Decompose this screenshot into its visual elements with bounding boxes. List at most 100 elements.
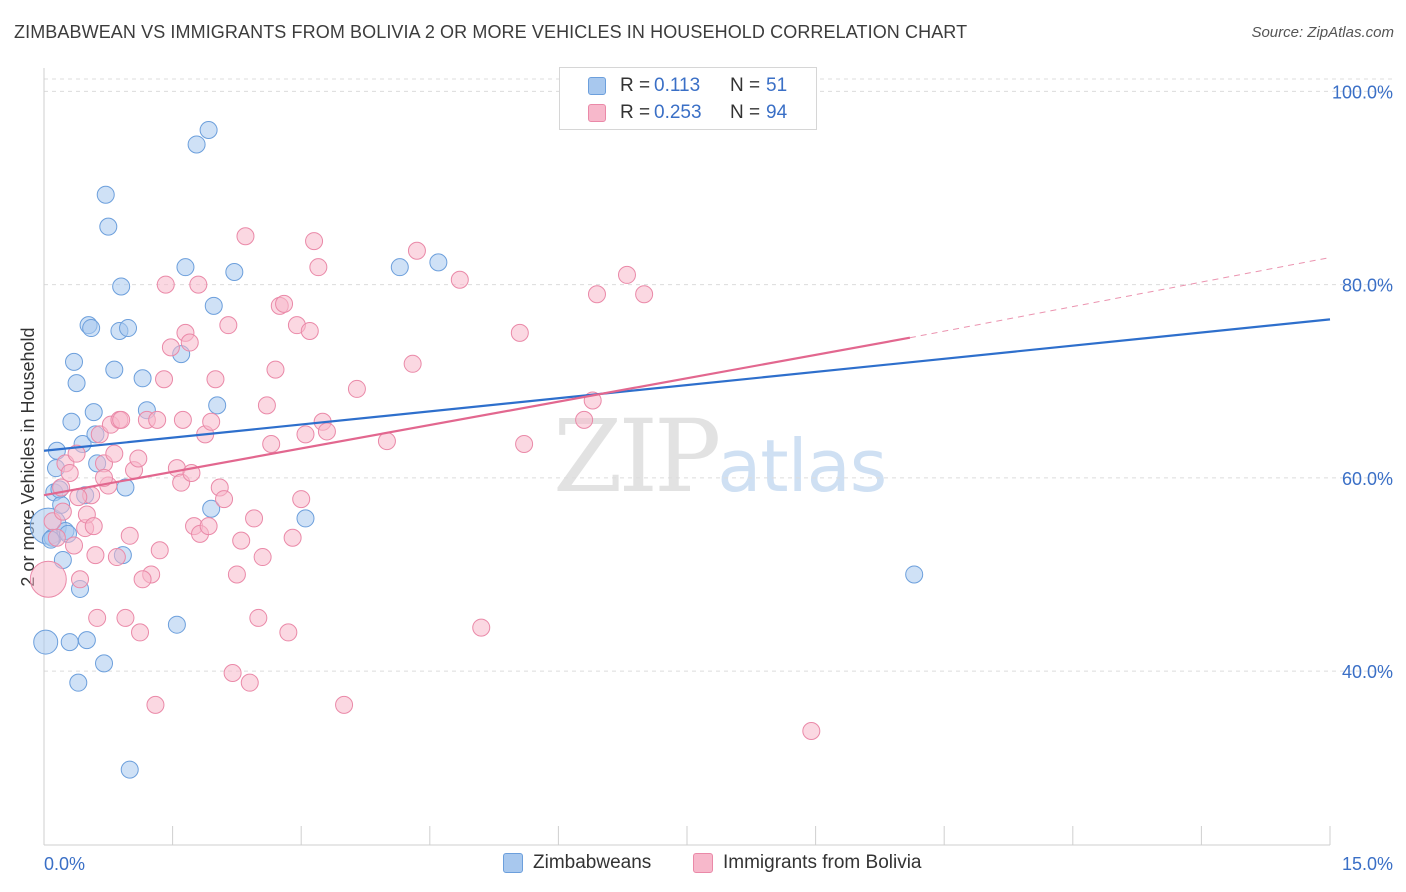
y-tick-label: 40.0% [1342,662,1393,682]
point-zimbabweans [96,185,115,204]
point-bolivia [236,227,255,246]
point-zimbabweans [84,403,103,422]
point-bolivia [279,623,298,642]
point-bolivia [317,422,336,441]
point-bolivia [617,265,636,284]
point-zimbabweans [204,296,223,315]
bottom-legend-swatch-blue [503,853,523,873]
point-zimbabweans [199,120,218,139]
trend-line-bolivia-projection [909,257,1331,339]
watermark-atlas: atlas [717,424,887,508]
point-zimbabweans [33,629,59,655]
point-bolivia [266,360,285,379]
point-bolivia [262,435,281,454]
point-bolivia [407,241,426,260]
point-bolivia [240,673,259,692]
point-bolivia [305,232,324,251]
point-bolivia [86,546,105,565]
point-bolivia [71,570,90,589]
point-bolivia [146,695,165,714]
point-bolivia [515,435,534,454]
point-zimbabweans [112,277,131,296]
point-bolivia [249,608,268,627]
point-bolivia [257,396,276,415]
watermark: ZIPatlas [553,398,887,515]
point-zimbabweans [119,319,138,338]
point-bolivia [120,526,139,545]
point-zimbabweans [133,369,152,388]
point-zimbabweans [176,258,195,277]
legend-r-label: R = [620,75,651,96]
point-bolivia [47,528,66,547]
legend-row-zimbabweans: R = 0.113 N = 51 [560,73,818,99]
point-bolivia [223,664,242,683]
point-zimbabweans [67,374,86,393]
point-zimbabweans [225,263,244,282]
legend-n-label: N = [730,102,761,123]
point-zimbabweans [167,615,186,634]
point-bolivia [292,490,311,509]
point-bolivia [635,285,654,304]
trend-line-bolivia [43,336,911,497]
point-bolivia [67,444,86,463]
point-bolivia [215,490,234,509]
point-bolivia [300,321,319,340]
source-credit: Source: ZipAtlas.com [1251,24,1394,41]
point-zimbabweans [95,654,114,673]
point-zimbabweans [105,360,124,379]
point-zimbabweans [99,217,118,236]
point-zimbabweans [62,412,81,431]
point-bolivia [309,258,328,277]
point-bolivia [335,695,354,714]
point-zimbabweans [69,673,88,692]
legend-r-value: 0.253 [654,102,702,123]
point-bolivia [245,509,264,528]
point-bolivia [150,541,169,560]
point-bolivia [587,285,606,304]
bottom-legend-label: Zimbabweans [533,852,652,873]
point-bolivia [173,410,192,429]
point-bolivia [53,502,72,521]
correlation-legend: R = 0.113 N = 51 R = 0.253 N = 94 [559,67,817,130]
point-zimbabweans [208,396,227,415]
point-bolivia [189,275,208,294]
point-zimbabweans [202,499,221,518]
point-bolivia [802,721,821,740]
point-bolivia [84,517,103,536]
trend-line-zimbabweans [43,318,1331,452]
point-bolivia [129,449,148,468]
point-bolivia [450,270,469,289]
legend-r-label: R = [620,102,651,123]
point-bolivia [112,410,131,429]
point-bolivia [283,528,302,547]
legend-row-bolivia: R = 0.253 N = 94 [560,100,818,126]
legend-r-value: 0.113 [654,75,701,96]
point-zimbabweans [77,631,96,650]
point-zimbabweans [905,565,924,584]
point-bolivia [180,333,199,352]
point-zimbabweans [390,258,409,277]
point-bolivia [377,432,396,451]
point-bolivia [105,444,124,463]
legend-n-value: 51 [766,75,788,96]
bottom-legend-swatch-pink [693,853,713,873]
point-bolivia [403,354,422,373]
point-bolivia [65,536,84,555]
point-bolivia [29,560,67,598]
point-bolivia [156,275,175,294]
point-zimbabweans [82,319,101,338]
point-bolivia [69,488,88,507]
point-zimbabweans [65,352,84,371]
point-bolivia [275,294,294,313]
legend-swatch-pink [588,104,606,122]
point-zimbabweans [296,509,315,528]
point-bolivia [510,323,529,342]
point-bolivia [95,468,114,487]
point-bolivia [155,370,174,389]
y-tick-label: 60.0% [1342,469,1393,489]
chart-title: ZIMBABWEAN VS IMMIGRANTS FROM BOLIVIA 2 … [14,22,968,42]
point-bolivia [219,316,238,335]
point-zimbabweans [60,633,79,652]
legend-n-label: N = [730,75,761,96]
